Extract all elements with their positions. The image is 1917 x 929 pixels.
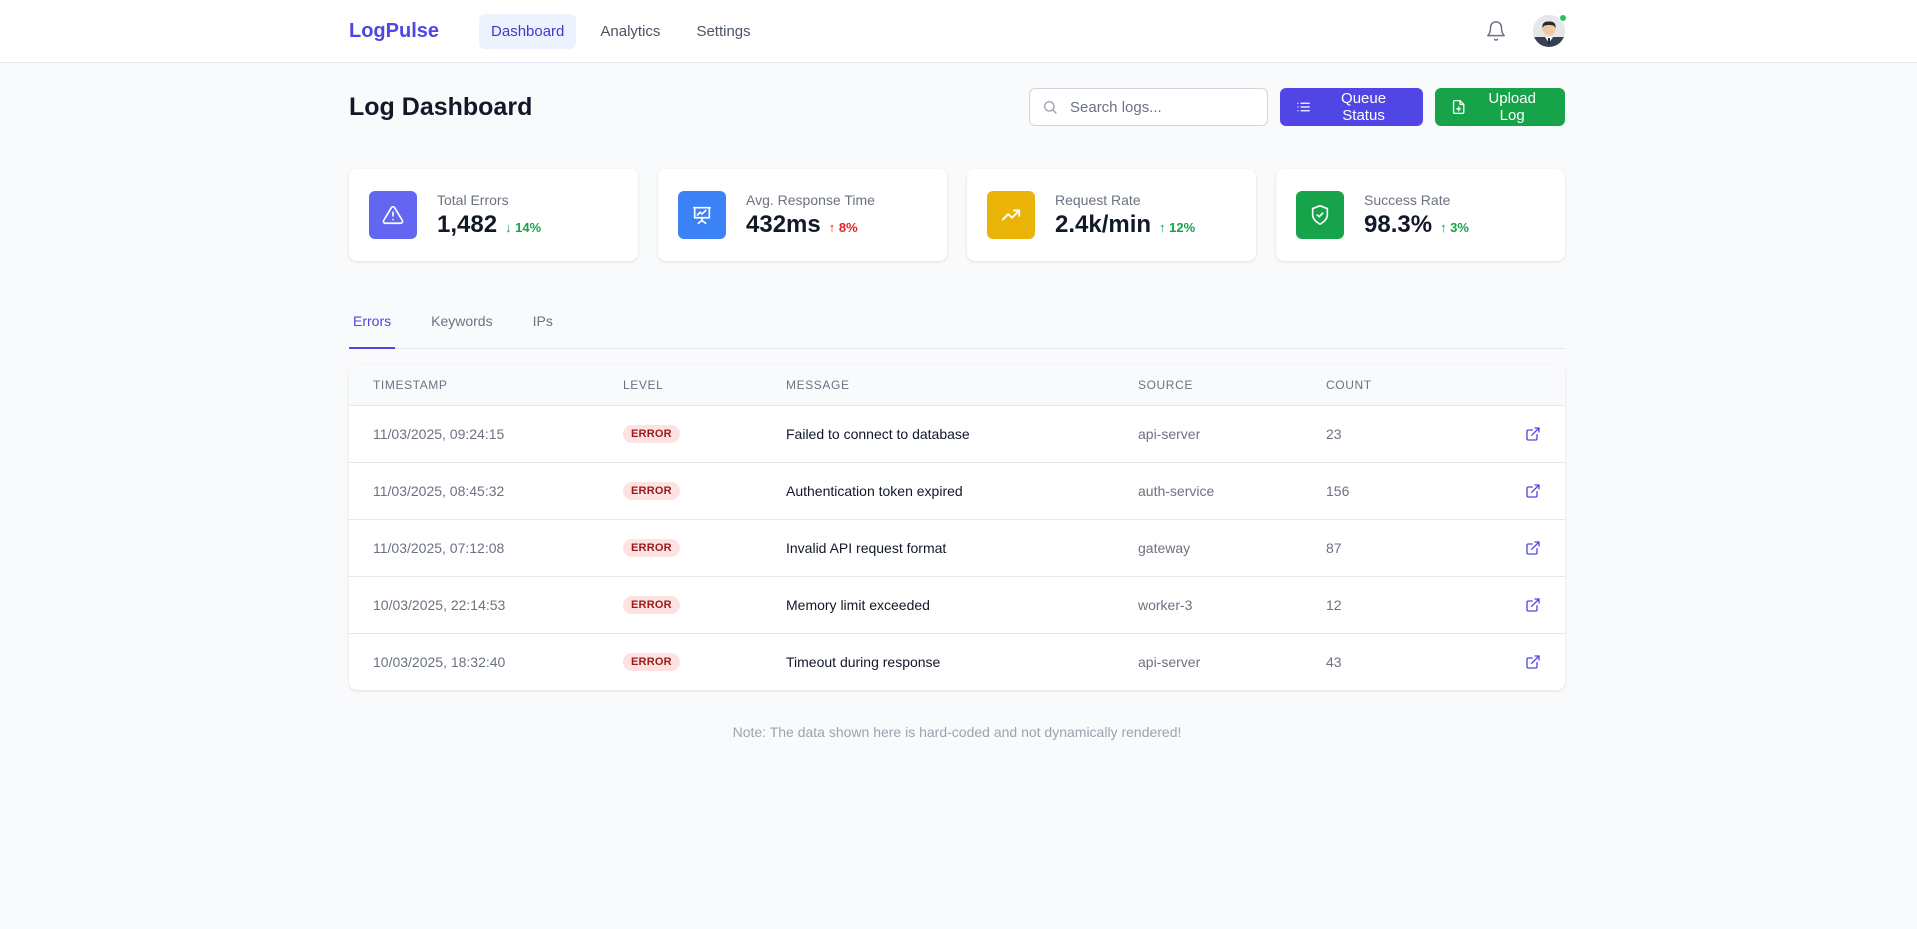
trending-up-icon [1001,209,1021,221]
stats-row: Total Errors 1,482 ↓ 14% Avg. Response T… [349,169,1565,261]
column-header-timestamp: TIMESTAMP [349,365,623,406]
cell-source: auth-service [1138,462,1326,520]
cell-message: Timeout during response [786,653,941,670]
stat-delta: ↑ 3% [1440,219,1469,235]
main-content: Log Dashboard Queue Status Upload Log [349,63,1565,740]
header-actions: Queue Status Upload Log [1029,88,1565,126]
stat-delta: ↓ 14% [505,219,542,235]
table-row: 11/03/2025, 07:12:08 ERROR Invalid API r… [349,519,1565,577]
table-row: 11/03/2025, 08:45:32 ERROR Authenticatio… [349,462,1565,520]
online-status-dot [1559,14,1567,22]
navbar-right [1485,14,1567,47]
external-link-icon[interactable] [1525,654,1541,670]
cell-source: api-server [1138,405,1326,463]
cell-message: Invalid API request format [786,519,1138,577]
upload-log-button[interactable]: Upload Log [1435,88,1565,126]
cell-source: gateway [1138,519,1326,577]
page-title: Log Dashboard [349,92,533,121]
page-header: Log Dashboard Queue Status Upload Log [349,63,1565,151]
queue-status-button[interactable]: Queue Status [1280,88,1423,126]
nav-item-analytics[interactable]: Analytics [600,22,661,40]
queue-status-label: Queue Status [1341,90,1387,124]
tab-bar: Errors Keywords IPs [349,291,1565,349]
navbar-inner: LogPulse Dashboard Analytics Settings [349,0,1567,62]
stat-icon-box [678,191,726,239]
level-badge: ERROR [623,539,680,557]
cell-timestamp: 11/03/2025, 07:12:08 [349,519,623,577]
bell-icon[interactable] [1485,20,1507,42]
stat-delta: ↑ 12% [1159,219,1196,235]
cell-count: 156 [1326,462,1446,520]
column-header-actions [1446,365,1565,406]
cell-message: Authentication token expired [786,462,1138,520]
upload-log-label: Upload Log [1488,90,1536,124]
top-navbar: LogPulse Dashboard Analytics Settings [0,0,1917,63]
stat-card-avg-response-time: Avg. Response Time 432ms ↑ 8% [658,169,947,261]
table-header-row: TIMESTAMP LEVEL MESSAGE SOURCE COUNT [349,365,1565,406]
nav-item-dashboard[interactable]: Dashboard [479,13,577,49]
level-badge: ERROR [623,425,680,443]
stat-icon-box [1296,191,1344,239]
column-header-count: COUNT [1326,365,1446,406]
stat-card-total-errors: Total Errors 1,482 ↓ 14% [349,169,638,261]
avatar[interactable] [1533,14,1567,47]
app-logo[interactable]: LogPulse [349,19,440,42]
column-header-source: SOURCE [1138,365,1326,406]
search-icon [1044,101,1057,114]
stat-label: Avg. Response Time [746,191,875,208]
cell-message: Failed to connect to database [786,405,1138,463]
stat-value: 2.4k/min [1055,210,1152,238]
search-box [1029,88,1268,126]
tab-ips[interactable]: IPs [532,313,553,329]
cell-count: 87 [1326,519,1446,577]
stat-label: Request Rate [1055,191,1141,208]
cell-timestamp: 10/03/2025, 22:14:53 [349,576,623,634]
cell-source: api-server [1138,653,1201,670]
shield-check-icon [1311,205,1329,225]
cell-count: 43 [1326,653,1342,670]
cell-source: worker-3 [1138,576,1326,634]
stat-delta: ↑ 8% [828,219,858,235]
presentation-chart-icon [692,206,712,225]
level-badge: ERROR [623,596,680,614]
main-nav: Dashboard Analytics Settings [479,13,771,49]
stat-icon-box [987,191,1035,239]
file-plus-icon [1452,99,1465,115]
stat-value: 1,482 [437,210,498,238]
stat-value: 98.3% [1364,210,1433,238]
warning-triangle-icon [382,205,404,225]
table-row: 10/03/2025, 22:14:53 ERROR Memory limit … [349,576,1565,634]
stat-label: Success Rate [1364,191,1451,208]
cell-timestamp: 11/03/2025, 08:45:32 [349,462,623,520]
stat-card-success-rate: Success Rate 98.3% ↑ 3% [1276,169,1565,261]
list-icon [1297,102,1310,112]
search-input[interactable] [1070,98,1250,116]
column-header-message: MESSAGE [786,365,1138,406]
column-header-level: LEVEL [623,365,786,406]
errors-table: TIMESTAMP LEVEL MESSAGE SOURCE COUNT 11/… [349,365,1565,690]
external-link-icon[interactable] [1525,483,1541,499]
errors-table-card: TIMESTAMP LEVEL MESSAGE SOURCE COUNT 11/… [349,365,1565,690]
stat-value: 432ms [746,210,821,238]
external-link-icon[interactable] [1525,597,1541,613]
table-row: 11/03/2025, 09:24:15 ERROR Failed to con… [349,405,1565,463]
tab-keywords[interactable]: Keywords [431,313,493,329]
footer-note: Note: The data shown here is hard-coded … [732,724,1182,740]
level-badge: ERROR [623,482,680,500]
external-link-icon[interactable] [1525,426,1541,442]
cell-count: 12 [1326,576,1446,634]
cell-count: 23 [1326,405,1446,463]
cell-timestamp: 11/03/2025, 09:24:15 [349,405,623,463]
cell-timestamp: 10/03/2025, 18:32:40 [373,653,506,670]
external-link-icon[interactable] [1525,540,1541,556]
table-row: 10/03/2025, 18:32:40 ERROR Timeout durin… [349,633,1565,690]
nav-item-settings[interactable]: Settings [696,22,751,40]
tab-errors[interactable]: Errors [349,313,396,349]
stat-card-request-rate: Request Rate 2.4k/min ↑ 12% [967,169,1256,261]
cell-message: Memory limit exceeded [786,576,1138,634]
stat-icon-box [369,191,417,239]
level-badge: ERROR [623,653,680,672]
stat-label: Total Errors [437,191,509,208]
